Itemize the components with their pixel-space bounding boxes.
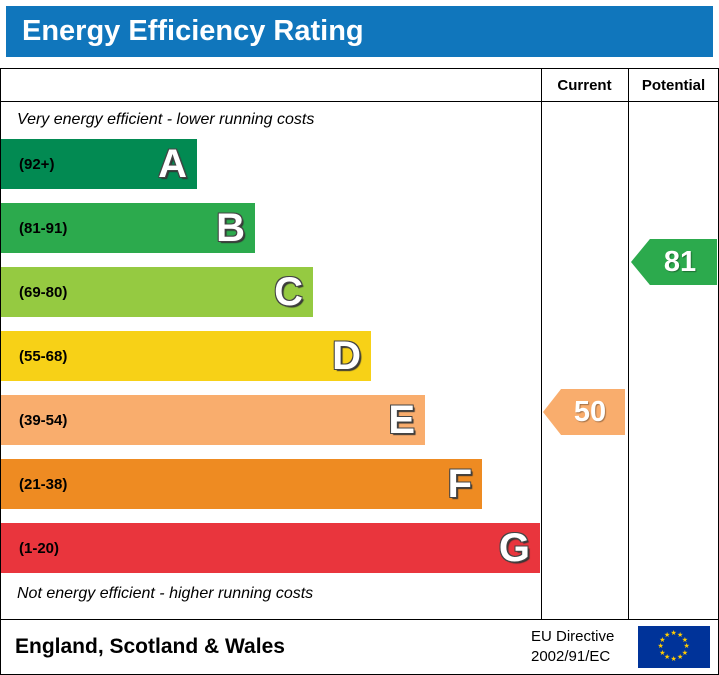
eu-directive-line2: 2002/91/EC (531, 648, 611, 665)
band-e-range: (39-54) (19, 411, 68, 429)
eu-flag-star: ★ (670, 656, 677, 663)
current-rating-arrow: 50 (543, 389, 625, 435)
chart-box: Current Potential Very energy efficient … (0, 68, 719, 675)
band-a-range: (92+) (19, 155, 55, 173)
eu-flag: ★ ★ ★ ★ ★ ★ ★ ★ ★ ★ ★ ★ (638, 626, 710, 668)
top-note: Very energy efficient - lower running co… (17, 111, 315, 128)
eu-directive-line1: EU Directive (531, 627, 615, 645)
bottom-note: Not energy efficient - higher running co… (17, 585, 314, 602)
column-header-row: Current Potential (1, 69, 718, 102)
column-header-current: Current (557, 77, 612, 94)
band-f-range: (21-38) (19, 475, 68, 493)
eu-flag-star: ★ (683, 643, 690, 650)
band-b: (81-91) B (1, 203, 255, 253)
band-f: (21-38) F (1, 459, 482, 509)
region-label: England, Scotland & Wales (15, 635, 285, 658)
column-divider-potential (628, 69, 629, 619)
eu-flag-star: ★ (681, 649, 689, 657)
eu-flag-star: ★ (659, 649, 666, 657)
band-c-range: (69-80) (19, 283, 68, 301)
eu-directive-label: EU Directive 2002/91/EC (531, 627, 614, 668)
band-a: (92+) A (1, 139, 197, 189)
column-divider-current (541, 69, 542, 619)
band-g-range: (1-20) (19, 539, 60, 557)
eu-flag-star: ★ (677, 654, 684, 662)
band-d-letter: D (332, 334, 361, 378)
band-b-letter: B (216, 206, 245, 250)
band-g: (1-20) G (1, 523, 540, 573)
eu-flag-star: ★ (681, 636, 689, 644)
eu-flag-star: ★ (657, 643, 664, 650)
bands-area: Very energy efficient - lower running co… (1, 103, 541, 619)
band-a-letter: A (158, 142, 187, 186)
band-c-letter: C (274, 270, 303, 314)
band-f-letter: F (447, 462, 472, 506)
page-title: Energy Efficiency Rating (6, 6, 713, 57)
eu-flag-star: ★ (670, 630, 677, 637)
band-e: (39-54) E (1, 395, 425, 445)
eu-flag-star: ★ (659, 636, 666, 644)
band-e-letter: E (388, 398, 415, 442)
band-d: (55-68) D (1, 331, 371, 381)
band-b-range: (81-91) (19, 219, 68, 237)
eu-flag-star: ★ (677, 631, 684, 639)
eu-flag-star: ★ (664, 654, 671, 662)
band-d-range: (55-68) (19, 347, 68, 365)
column-header-potential: Potential (641, 77, 706, 94)
footer: England, Scotland & Wales EU Directive 2… (1, 619, 718, 674)
potential-rating-arrow: 81 (631, 239, 717, 285)
band-c: (69-80) C (1, 267, 313, 317)
band-g-letter: G (498, 526, 530, 570)
eu-flag-star: ★ (664, 631, 671, 639)
current-rating-value: 50 (573, 395, 607, 428)
potential-rating-value: 81 (663, 245, 697, 278)
